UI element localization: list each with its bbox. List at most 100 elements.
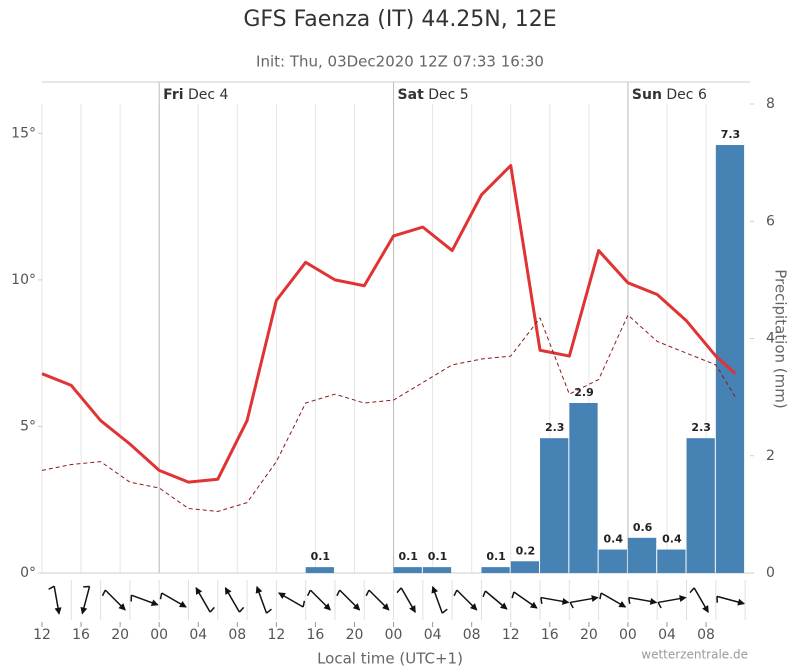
wind-head: [54, 607, 62, 615]
x-tick-label: 00: [150, 627, 168, 643]
wind-arrow: [130, 594, 159, 607]
wind-head: [80, 606, 88, 615]
x-tick-label: 12: [267, 627, 285, 643]
x-tick-label: 08: [228, 627, 246, 643]
bar-value-label: 0.6: [633, 521, 653, 534]
wind-head: [737, 598, 745, 606]
day-label: Fri Dec 4: [163, 87, 228, 103]
wind-barb: [209, 606, 215, 613]
wind-arrow: [599, 592, 627, 608]
bar-value-label: 0.1: [486, 550, 506, 563]
precip-bar: [481, 567, 510, 573]
wind-barb: [628, 597, 631, 604]
wind-barb: [159, 592, 163, 600]
wind-arrow: [689, 587, 709, 613]
wind-arrow: [80, 585, 91, 615]
x-tick-label: 00: [619, 627, 637, 643]
bar-value-label: 0.1: [398, 550, 418, 563]
y2-axis-label: Precipitation (mm): [772, 269, 790, 408]
wind-head: [499, 602, 508, 610]
wind-barb: [266, 608, 272, 614]
wind-head: [195, 587, 203, 595]
wind-head: [224, 587, 232, 595]
wind-head: [591, 595, 599, 603]
precip-bar: [569, 402, 598, 573]
x-tick-label: 00: [385, 627, 403, 643]
wind-arrow: [336, 589, 361, 611]
day-name: Fri: [163, 87, 183, 103]
x-tick-label: 16: [541, 627, 559, 643]
wind-head: [278, 592, 286, 600]
wind-arrow: [159, 592, 187, 608]
x-tick-label: 08: [463, 627, 481, 643]
wind-arrow: [569, 595, 599, 609]
day-date: Dec 5: [428, 87, 468, 103]
precip-bar: [627, 537, 657, 573]
wind-head: [255, 585, 263, 594]
bar-value-label: 7.3: [721, 128, 741, 141]
precip-bar: [540, 438, 569, 573]
wind-barb: [453, 589, 458, 597]
bar-value-label: 0.1: [428, 550, 448, 563]
wind-arrow: [195, 587, 215, 613]
precip-bar: [393, 567, 422, 573]
credit: wetterzentrale.de: [641, 648, 748, 662]
dewpoint-line: [41, 314, 736, 512]
x-tick-label: 20: [346, 627, 364, 643]
day-name: Sun: [632, 87, 662, 103]
wind-barb: [657, 602, 662, 609]
precip-bar: [686, 438, 715, 573]
y-tick-label: 10°: [11, 272, 36, 288]
y-tick-label: 15°: [11, 125, 36, 141]
wind-barb: [482, 590, 487, 598]
x-tick-label: 12: [502, 627, 520, 643]
wind-barb: [48, 585, 55, 590]
x-tick-label: 20: [111, 627, 129, 643]
wind-barb: [83, 585, 90, 588]
chart-title: GFS Faenza (IT) 44.25N, 12E: [243, 7, 556, 32]
bar-value-label: 2.3: [545, 421, 565, 434]
wind-arrow: [431, 585, 448, 614]
wind-barb: [599, 592, 602, 600]
wind-barb: [306, 589, 312, 597]
wind-arrow: [716, 595, 745, 606]
y2-tick-label: 2: [766, 448, 775, 464]
wind-head: [409, 605, 416, 613]
wind-arrow: [396, 587, 416, 613]
chart-subtitle: Init: Thu, 03Dec2020 12Z 07:33 16:30: [256, 53, 544, 71]
precip-bar: [422, 567, 452, 573]
day-date: Dec 4: [188, 87, 229, 103]
x-tick-label: 20: [580, 627, 598, 643]
wind-barb: [101, 589, 107, 597]
wind-arrow: [365, 589, 390, 611]
wind-head: [702, 605, 709, 613]
wind-head: [118, 603, 126, 611]
wind-arrow: [453, 589, 478, 611]
wind-barb: [238, 606, 245, 613]
x-tick-label: 16: [72, 627, 90, 643]
wind-barb: [365, 589, 370, 597]
wind-arrow: [101, 589, 126, 611]
y-tick-label: 0°: [20, 565, 36, 581]
day-date: Dec 6: [666, 87, 707, 103]
bar-value-label: 0.4: [604, 533, 624, 546]
x-axis-label: Local time (UTC+1): [317, 650, 463, 667]
bar-value-label: 0.1: [311, 550, 331, 563]
temperature-line: [41, 164, 737, 484]
wind-barb: [716, 596, 719, 603]
wind-barb: [441, 608, 448, 614]
wind-arrow: [482, 590, 508, 610]
wind-barb: [540, 597, 543, 604]
wind-barb: [689, 587, 695, 594]
x-tick-label: 04: [189, 627, 207, 643]
wind-arrow: [255, 585, 272, 614]
wind-head: [150, 599, 159, 607]
y-tick-label: 5°: [20, 418, 36, 434]
wind-arrow: [278, 592, 306, 608]
wind-arrow: [48, 585, 62, 615]
bar-value-label: 0.2: [516, 544, 536, 557]
bar-value-label: 2.3: [691, 421, 711, 434]
x-tick-label: 04: [424, 627, 442, 643]
bar-value-label: 0.4: [662, 533, 682, 546]
y2-tick-label: 0: [766, 565, 775, 581]
